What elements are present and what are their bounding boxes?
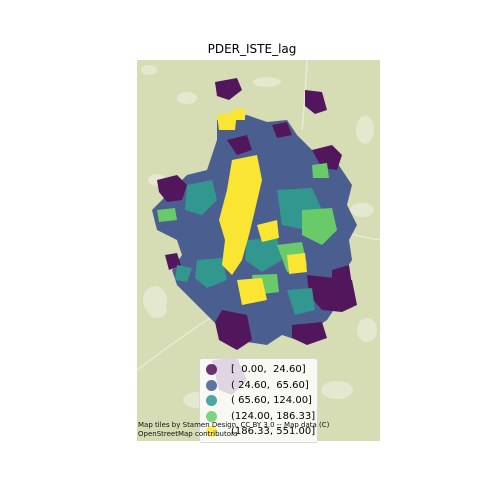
legend-item: ( 24.60, 65.60] xyxy=(200,378,317,394)
legend-swatch-icon xyxy=(206,426,217,438)
legend-label: (186.33, 551.00] xyxy=(231,426,316,438)
legend-item: (186.33, 551.00] xyxy=(200,424,317,440)
legend-item: (124.00, 186.33] xyxy=(200,409,317,425)
legend-label: ( 65.60, 124.00] xyxy=(231,395,312,407)
region-base xyxy=(152,115,357,345)
attribution-line-1: Map tiles by Stamen Design, CC BY 3.0 --… xyxy=(138,421,330,429)
attribution-line-2: OpenStreetMap contributors xyxy=(138,430,238,438)
map-attribution: Map tiles by Stamen Design, CC BY 3.0 --… xyxy=(138,421,329,439)
legend-item: ( 65.60, 124.00] xyxy=(200,393,317,409)
legend-label: [ 0.00, 24.60] xyxy=(231,364,306,376)
legend-swatch-icon xyxy=(206,364,217,376)
legend-swatch-icon xyxy=(206,395,217,407)
map-title: PDER_ISTE_lag xyxy=(207,42,297,56)
map-legend: [ 0.00, 24.60] ( 24.60, 65.60] ( 65.60, … xyxy=(199,358,318,443)
legend-label: (124.00, 186.33] xyxy=(231,410,316,422)
legend-swatch-icon xyxy=(206,379,217,391)
legend-label: ( 24.60, 65.60] xyxy=(231,379,309,391)
legend-item: [ 0.00, 24.60] xyxy=(200,362,317,378)
legend-swatch-icon xyxy=(206,410,217,422)
